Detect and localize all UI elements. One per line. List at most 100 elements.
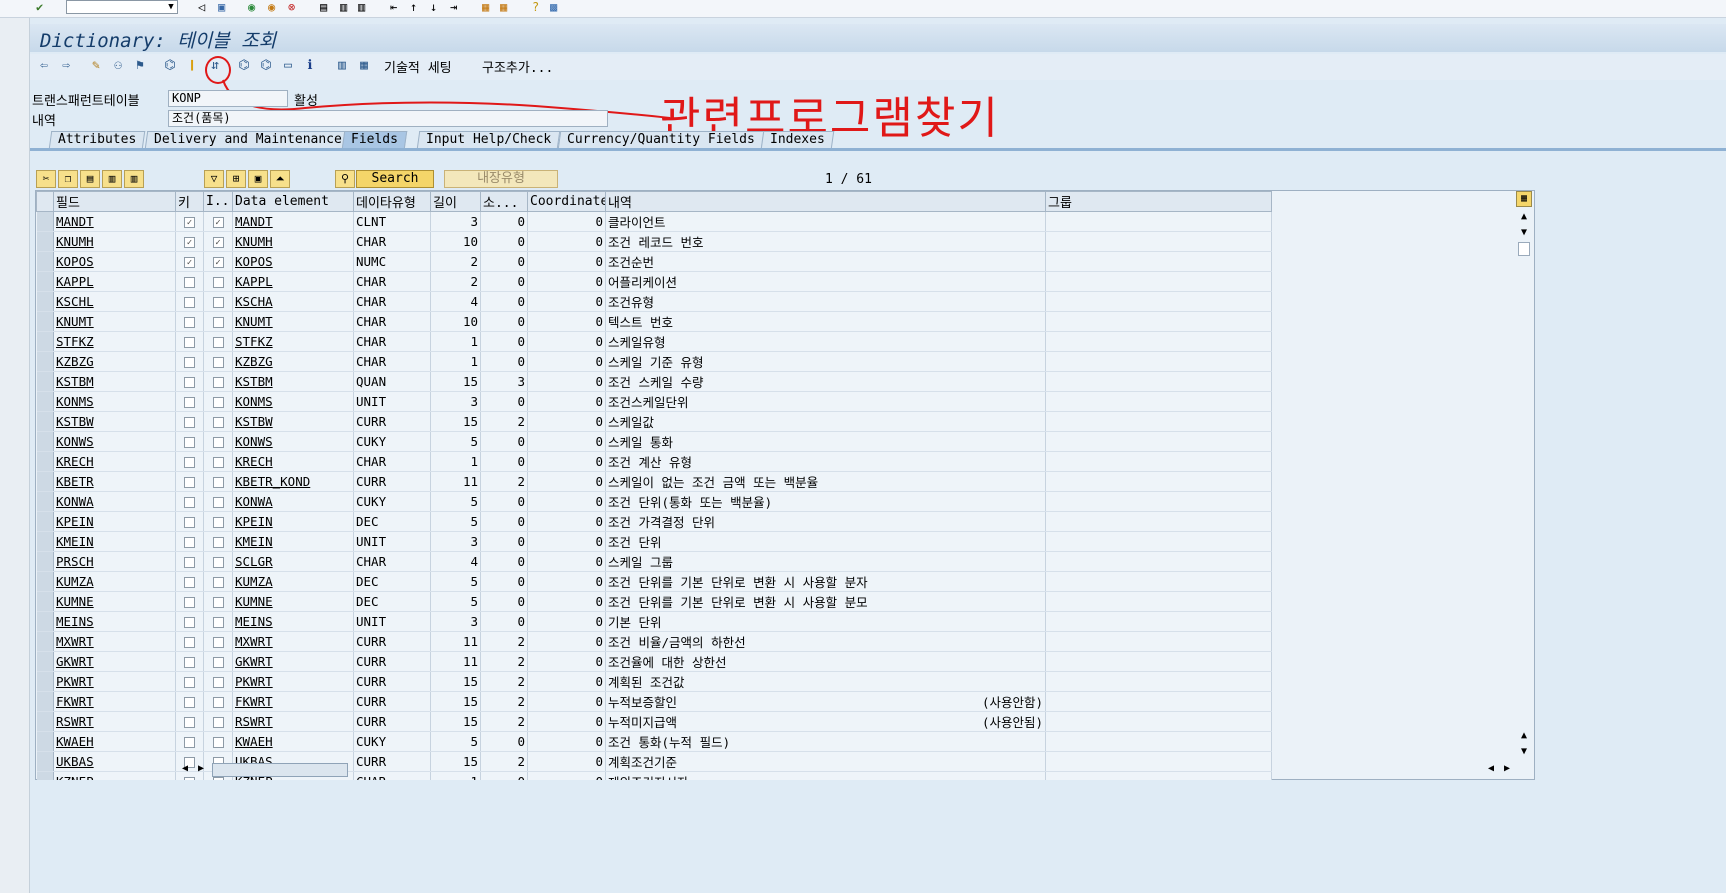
field-name-cell[interactable]: KONWA	[53, 491, 176, 512]
checkbox[interactable]	[184, 677, 195, 688]
data-element-cell[interactable]: KRECH	[232, 451, 354, 472]
initial-checkbox[interactable]: ✓	[203, 251, 233, 272]
field-name-cell[interactable]: KAPPL	[53, 271, 176, 292]
checkbox[interactable]	[184, 737, 195, 748]
field-name-cell[interactable]: RSWRT	[53, 711, 176, 732]
data-element-cell[interactable]: KAPPL	[232, 271, 354, 292]
row-selector[interactable]	[36, 351, 54, 372]
checkbox[interactable]	[184, 317, 195, 328]
exit-icon[interactable]: ◉	[268, 0, 276, 14]
initial-checkbox[interactable]	[203, 311, 233, 332]
data-element-cell[interactable]: KSTBM	[232, 371, 354, 392]
field-name-cell[interactable]: KSTBM	[53, 371, 176, 392]
initial-checkbox[interactable]	[203, 731, 233, 752]
data-element-cell[interactable]: RSWRT	[232, 711, 354, 732]
row-selector[interactable]	[36, 531, 54, 552]
checkbox[interactable]	[184, 697, 195, 708]
initial-checkbox[interactable]	[203, 711, 233, 732]
check-icon[interactable]: ⚇	[114, 58, 122, 73]
checkbox[interactable]	[184, 717, 195, 728]
checkbox[interactable]	[212, 717, 224, 728]
search-button[interactable]: Search	[356, 170, 434, 188]
field-name-cell[interactable]: STFKZ	[53, 331, 176, 352]
info-light-icon[interactable]: ❙	[188, 58, 196, 73]
last-page-icon[interactable]: ⇥	[450, 0, 458, 14]
key-checkbox[interactable]	[175, 531, 204, 552]
table-row[interactable]: KAPPL KAPPL CHAR 2 0 0 어플리케이션	[36, 271, 1272, 292]
checkbox[interactable]	[184, 657, 195, 668]
save-icon[interactable]: ▣	[218, 0, 226, 14]
row-selector[interactable]	[36, 291, 54, 312]
checkbox[interactable]	[212, 637, 224, 648]
key-checkbox[interactable]	[175, 411, 204, 432]
chevron-down-icon[interactable]: ▼	[168, 2, 174, 12]
table-row[interactable]: KSTBW KSTBW CURR 15 2 0 스케일값	[36, 411, 1272, 432]
col-group[interactable]: 그룹	[1045, 191, 1272, 212]
scroll-down-icon[interactable]: ▼	[1520, 746, 1528, 757]
scroll-right-end-icon[interactable]: ▶	[1503, 763, 1511, 774]
key-checkbox[interactable]	[175, 611, 204, 632]
checkbox[interactable]	[184, 637, 195, 648]
field-name-cell[interactable]: KPEIN	[53, 511, 176, 532]
page-up-icon[interactable]: ▼	[1520, 227, 1528, 238]
col-description[interactable]: 내역	[605, 191, 1046, 212]
checkbox[interactable]	[212, 357, 224, 368]
tab-input-help-check[interactable]: Input Help/Check	[416, 131, 561, 149]
scroll-right-icon[interactable]: ▶	[197, 763, 205, 774]
col-coordinate[interactable]: Coordinate	[527, 191, 606, 212]
data-element-cell[interactable]: MXWRT	[232, 631, 354, 652]
key-checkbox[interactable]	[175, 391, 204, 412]
key-checkbox[interactable]: ✓	[175, 211, 204, 232]
checkbox[interactable]	[212, 457, 224, 468]
checkbox[interactable]	[212, 577, 224, 588]
row-selector[interactable]	[36, 691, 54, 712]
back-arrow-icon[interactable]: ◁	[198, 0, 206, 14]
copy-icon[interactable]: ❐	[58, 170, 78, 188]
row-selector[interactable]	[36, 271, 54, 292]
checkbox[interactable]: ✓	[184, 257, 195, 268]
data-element-cell[interactable]: PKWRT	[232, 671, 354, 692]
checkbox[interactable]	[212, 337, 224, 348]
table-row[interactable]: KONMS KONMS UNIT 3 0 0 조건스케일단위	[36, 391, 1272, 412]
data-element-cell[interactable]: MEINS	[232, 611, 354, 632]
initial-checkbox[interactable]	[203, 551, 233, 572]
print-icon[interactable]: ▤	[320, 0, 328, 14]
checkbox[interactable]	[212, 297, 224, 308]
field-name-cell[interactable]: KMEIN	[53, 531, 176, 552]
description-field[interactable]: 조건(품목)	[168, 110, 608, 127]
key-checkbox[interactable]	[175, 451, 204, 472]
scroll-left-icon[interactable]: ◀	[181, 763, 189, 774]
field-name-cell[interactable]: KUMNE	[53, 591, 176, 612]
checkbox[interactable]	[184, 397, 195, 408]
table-row[interactable]: KZBZG KZBZG CHAR 1 0 0 스케일 기준 유형	[36, 351, 1272, 372]
row-selector[interactable]	[36, 631, 54, 652]
prev-page-icon[interactable]: ↑	[410, 0, 418, 14]
checkbox[interactable]	[184, 337, 195, 348]
forward-arrow-icon[interactable]: ⇨	[62, 58, 70, 73]
new-session-icon[interactable]: ▦	[482, 0, 490, 14]
key-checkbox[interactable]	[175, 671, 204, 692]
vertical-scroll-thumb[interactable]	[1518, 242, 1530, 256]
row-selector[interactable]	[36, 431, 54, 452]
row-selector[interactable]	[36, 751, 54, 772]
field-name-cell[interactable]: PRSCH	[53, 551, 176, 572]
checkbox[interactable]	[184, 417, 195, 428]
key-checkbox[interactable]: ✓	[175, 231, 204, 252]
table-row[interactable]: KUMZA KUMZA DEC 5 0 0 조건 단위를 기본 단위로 변환 시 사용할 분…	[36, 571, 1272, 592]
data-element-cell[interactable]: KUMZA	[232, 571, 354, 592]
table-row[interactable]: PKWRT PKWRT CURR 15 2 0 계획된 조건값	[36, 671, 1272, 692]
checkbox[interactable]	[184, 617, 195, 628]
checkbox[interactable]	[184, 557, 195, 568]
key-checkbox[interactable]	[175, 291, 204, 312]
table-grid-icon[interactable]: ▦	[360, 58, 368, 73]
checkbox[interactable]	[184, 297, 195, 308]
table-row[interactable]: STFKZ STFKZ CHAR 1 0 0 스케일유형	[36, 331, 1272, 352]
key-checkbox[interactable]	[175, 711, 204, 732]
table-row[interactable]: KSCHL KSCHA CHAR 4 0 0 조건유형	[36, 291, 1272, 312]
row-selector[interactable]	[36, 511, 54, 532]
tab-fields[interactable]: Fields	[341, 131, 408, 149]
hierarchy-icon[interactable]: ⌬	[164, 58, 176, 73]
row-selector[interactable]	[36, 671, 54, 692]
table-row[interactable]: KUMNE KUMNE DEC 5 0 0 조건 단위를 기본 단위로 변환 시 사용할 분…	[36, 591, 1272, 612]
initial-checkbox[interactable]	[203, 291, 233, 312]
